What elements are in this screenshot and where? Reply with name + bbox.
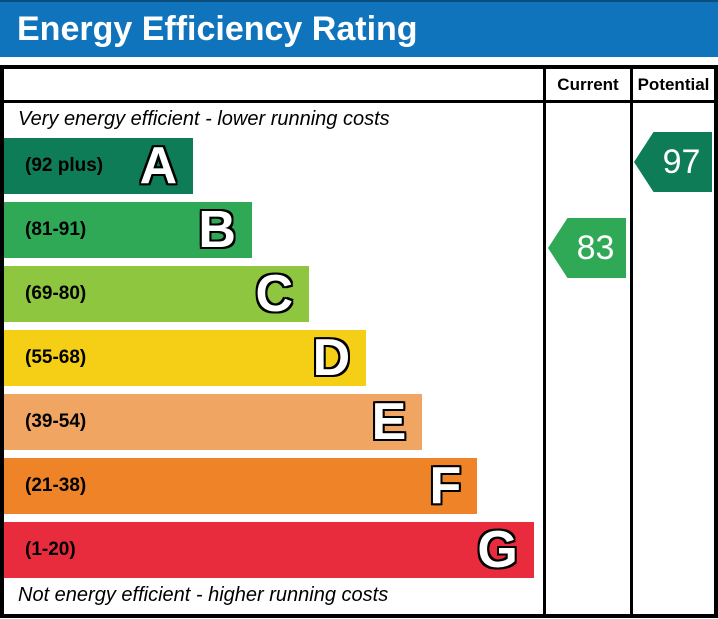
band-letter: B xyxy=(198,201,236,259)
band-bar-d: (55-68) D xyxy=(4,329,367,387)
band-letter: D xyxy=(312,329,351,387)
band-row-e: (39-54) E xyxy=(4,394,543,450)
band-row-f: (21-38) F xyxy=(4,458,543,514)
band-bar-a: (92 plus) A xyxy=(4,137,194,195)
band-letter: E xyxy=(371,393,407,451)
band-bar-f: (21-38) F xyxy=(4,457,478,515)
current-column-header: Current xyxy=(557,75,619,94)
top-note: Very energy efficient - lower running co… xyxy=(18,108,390,130)
band-row-c: (69-80) C xyxy=(4,266,543,322)
band-row-b: (81-91) B xyxy=(4,202,543,258)
page-title: Energy Efficiency Rating xyxy=(17,10,418,48)
band-range-label: (92 plus) xyxy=(25,155,104,176)
potential-value: 97 xyxy=(662,142,701,181)
band-range-label: (81-91) xyxy=(25,219,87,240)
band-row-g: (1-20) G xyxy=(4,522,543,578)
band-letter: A xyxy=(139,137,178,195)
bands: (92 plus) A (81-91) B (69-80) C (55-68) D (39-54… xyxy=(4,138,543,586)
current-column-divider xyxy=(543,69,546,614)
band-letter: F xyxy=(429,457,462,515)
band-bar-g: (1-20) G xyxy=(4,522,534,578)
band-range-label: (21-38) xyxy=(25,475,87,496)
band-letter: G xyxy=(477,521,518,579)
potential-column-divider xyxy=(630,69,633,614)
rating-table: Current Potential Very energy efficient … xyxy=(0,65,718,618)
title-bar: Energy Efficiency Rating xyxy=(0,0,718,57)
band-row-d: (55-68) D xyxy=(4,330,543,386)
band-bar-c: (69-80) C xyxy=(4,265,310,323)
band-bar-b: (81-91) B xyxy=(4,202,252,258)
bottom-note: Not energy efficient - higher running co… xyxy=(18,584,389,606)
band-letter: C xyxy=(255,265,294,323)
current-arrow: 83 xyxy=(548,218,626,278)
band-bar-e: (39-54) E xyxy=(4,393,423,451)
band-range-label: (1-20) xyxy=(25,539,76,560)
potential-arrow: 97 xyxy=(634,132,712,192)
band-range-label: (69-80) xyxy=(25,283,87,304)
potential-column-header: Potential xyxy=(637,75,710,94)
band-row-a: (92 plus) A xyxy=(4,138,543,194)
band-range-label: (39-54) xyxy=(25,411,87,432)
current-value: 83 xyxy=(576,228,615,267)
band-range-label: (55-68) xyxy=(25,347,87,368)
header-row-divider xyxy=(4,100,714,103)
